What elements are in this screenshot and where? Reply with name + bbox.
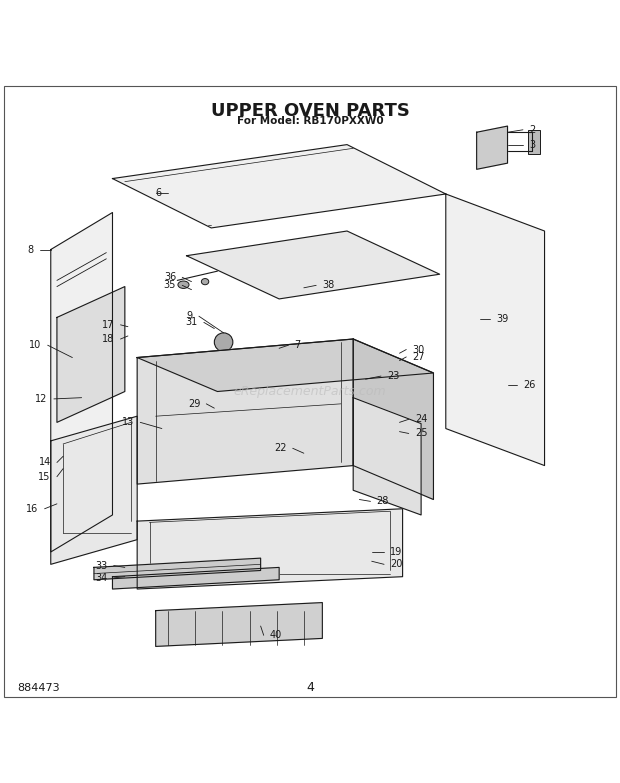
- Bar: [369, 466, 384, 490]
- Polygon shape: [137, 339, 353, 484]
- Text: 8: 8: [27, 244, 33, 254]
- Bar: [477, 314, 492, 323]
- Polygon shape: [353, 339, 433, 500]
- Ellipse shape: [178, 281, 189, 288]
- Ellipse shape: [215, 333, 233, 352]
- Polygon shape: [112, 568, 279, 589]
- Text: 7: 7: [294, 340, 301, 350]
- Bar: [369, 413, 384, 447]
- Text: eReplacementParts.com: eReplacementParts.com: [234, 385, 386, 398]
- Text: 24: 24: [415, 414, 427, 424]
- Text: 20: 20: [390, 559, 402, 569]
- Polygon shape: [94, 558, 260, 579]
- Text: 18: 18: [102, 334, 114, 344]
- Text: 35: 35: [164, 280, 176, 290]
- Polygon shape: [156, 603, 322, 647]
- Polygon shape: [57, 287, 125, 422]
- Text: 40: 40: [270, 630, 282, 640]
- Text: 17: 17: [102, 319, 114, 330]
- Text: For Model: RB170PXXW0: For Model: RB170PXXW0: [237, 116, 383, 126]
- Text: 23: 23: [387, 371, 399, 381]
- Polygon shape: [477, 126, 508, 169]
- Text: 6: 6: [156, 188, 162, 198]
- Ellipse shape: [76, 342, 100, 373]
- Text: 19: 19: [390, 547, 402, 557]
- Text: 2: 2: [529, 124, 535, 135]
- Text: 884473: 884473: [17, 683, 60, 693]
- Bar: [528, 131, 539, 154]
- Polygon shape: [137, 339, 433, 392]
- Text: 38: 38: [322, 280, 335, 290]
- Text: 31: 31: [185, 317, 198, 327]
- Text: 3: 3: [529, 139, 535, 150]
- Text: 34: 34: [95, 573, 107, 583]
- Text: 9: 9: [187, 311, 193, 321]
- Text: 26: 26: [523, 381, 536, 391]
- Polygon shape: [51, 417, 137, 565]
- Text: UPPER OVEN PARTS: UPPER OVEN PARTS: [211, 102, 409, 120]
- Text: 16: 16: [26, 503, 38, 514]
- Ellipse shape: [202, 279, 209, 285]
- Text: 25: 25: [415, 428, 427, 438]
- Text: 27: 27: [412, 352, 425, 362]
- Polygon shape: [137, 509, 402, 589]
- Text: 14: 14: [38, 457, 51, 467]
- Text: 22: 22: [274, 443, 286, 453]
- Text: 39: 39: [497, 314, 508, 324]
- Polygon shape: [446, 194, 544, 466]
- Text: 12: 12: [35, 394, 48, 404]
- Text: 15: 15: [38, 471, 51, 482]
- Text: 36: 36: [164, 272, 176, 283]
- Polygon shape: [187, 231, 440, 299]
- Polygon shape: [112, 145, 446, 228]
- Polygon shape: [51, 212, 112, 552]
- Text: 4: 4: [306, 681, 314, 695]
- Text: 30: 30: [412, 345, 425, 355]
- Text: 33: 33: [95, 561, 107, 571]
- Polygon shape: [353, 398, 421, 515]
- Text: 29: 29: [188, 399, 200, 409]
- Text: 10: 10: [29, 340, 42, 350]
- Text: 28: 28: [377, 496, 389, 507]
- Text: 13: 13: [122, 417, 134, 428]
